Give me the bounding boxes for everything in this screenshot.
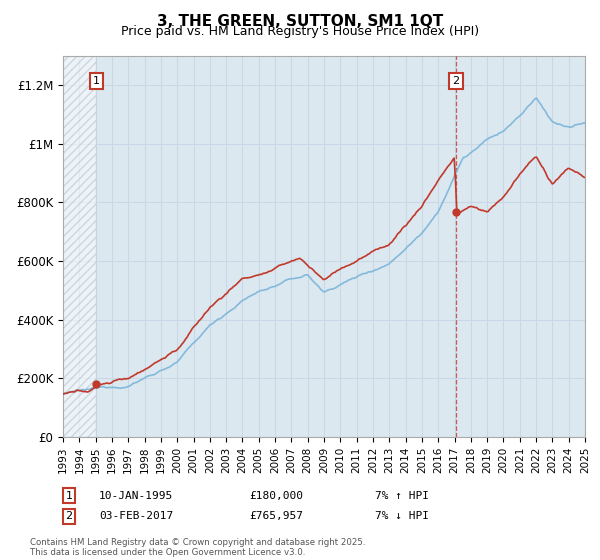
Text: 3, THE GREEN, SUTTON, SM1 1QT: 3, THE GREEN, SUTTON, SM1 1QT: [157, 14, 443, 29]
Bar: [63, 56, 96, 437]
Text: 03-FEB-2017: 03-FEB-2017: [99, 511, 173, 521]
Text: £180,000: £180,000: [249, 491, 303, 501]
Text: 1: 1: [93, 76, 100, 86]
Text: 1: 1: [65, 491, 73, 501]
Text: Price paid vs. HM Land Registry's House Price Index (HPI): Price paid vs. HM Land Registry's House …: [121, 25, 479, 38]
Text: 10-JAN-1995: 10-JAN-1995: [99, 491, 173, 501]
Bar: [63, 56, 96, 437]
Text: 2: 2: [452, 76, 460, 86]
Text: Contains HM Land Registry data © Crown copyright and database right 2025.
This d: Contains HM Land Registry data © Crown c…: [30, 538, 365, 557]
Text: 7% ↑ HPI: 7% ↑ HPI: [375, 491, 429, 501]
Text: 2: 2: [65, 511, 73, 521]
Text: 7% ↓ HPI: 7% ↓ HPI: [375, 511, 429, 521]
Text: £765,957: £765,957: [249, 511, 303, 521]
